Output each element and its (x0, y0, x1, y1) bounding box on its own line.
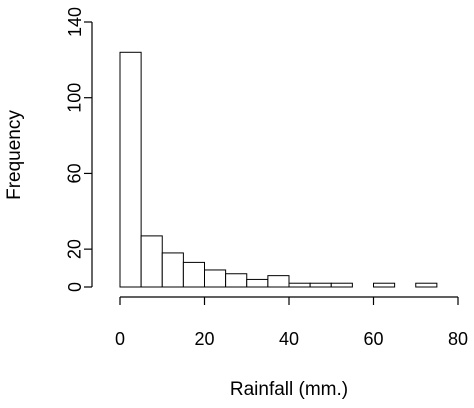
histogram-bar (267, 275, 290, 288)
y-tick-label: 140 (65, 7, 85, 37)
histogram-bar (204, 269, 227, 288)
y-tick-label: 100 (65, 83, 85, 113)
x-tick-label: 20 (194, 329, 214, 349)
x-axis-title: Rainfall (mm.) (230, 379, 348, 400)
x-tick-label: 60 (363, 329, 383, 349)
y-axis: 0 20 60 100 140 (65, 7, 93, 292)
y-tick-label: 60 (65, 163, 85, 183)
x-tick-label: 40 (279, 329, 299, 349)
histogram-bar (373, 282, 396, 288)
histogram-bar (119, 51, 142, 288)
x-tick-label: 0 (115, 329, 125, 349)
x-axis: 0 20 40 60 80 (115, 296, 468, 349)
bars-layer (119, 51, 438, 288)
histogram-bar (161, 252, 184, 288)
histogram-bar (309, 282, 332, 288)
y-tick-label: 0 (65, 282, 85, 292)
histogram-bar (246, 278, 269, 288)
histogram-bar (415, 282, 438, 288)
histogram-bar (140, 235, 163, 288)
y-tick-label: 20 (65, 239, 85, 259)
histogram-bar (225, 273, 248, 288)
x-tick-label: 80 (448, 329, 468, 349)
histogram-bar (182, 261, 205, 288)
y-axis-title: Frequency (4, 110, 25, 200)
histogram-bar (330, 282, 353, 288)
histogram-bar (288, 282, 311, 288)
